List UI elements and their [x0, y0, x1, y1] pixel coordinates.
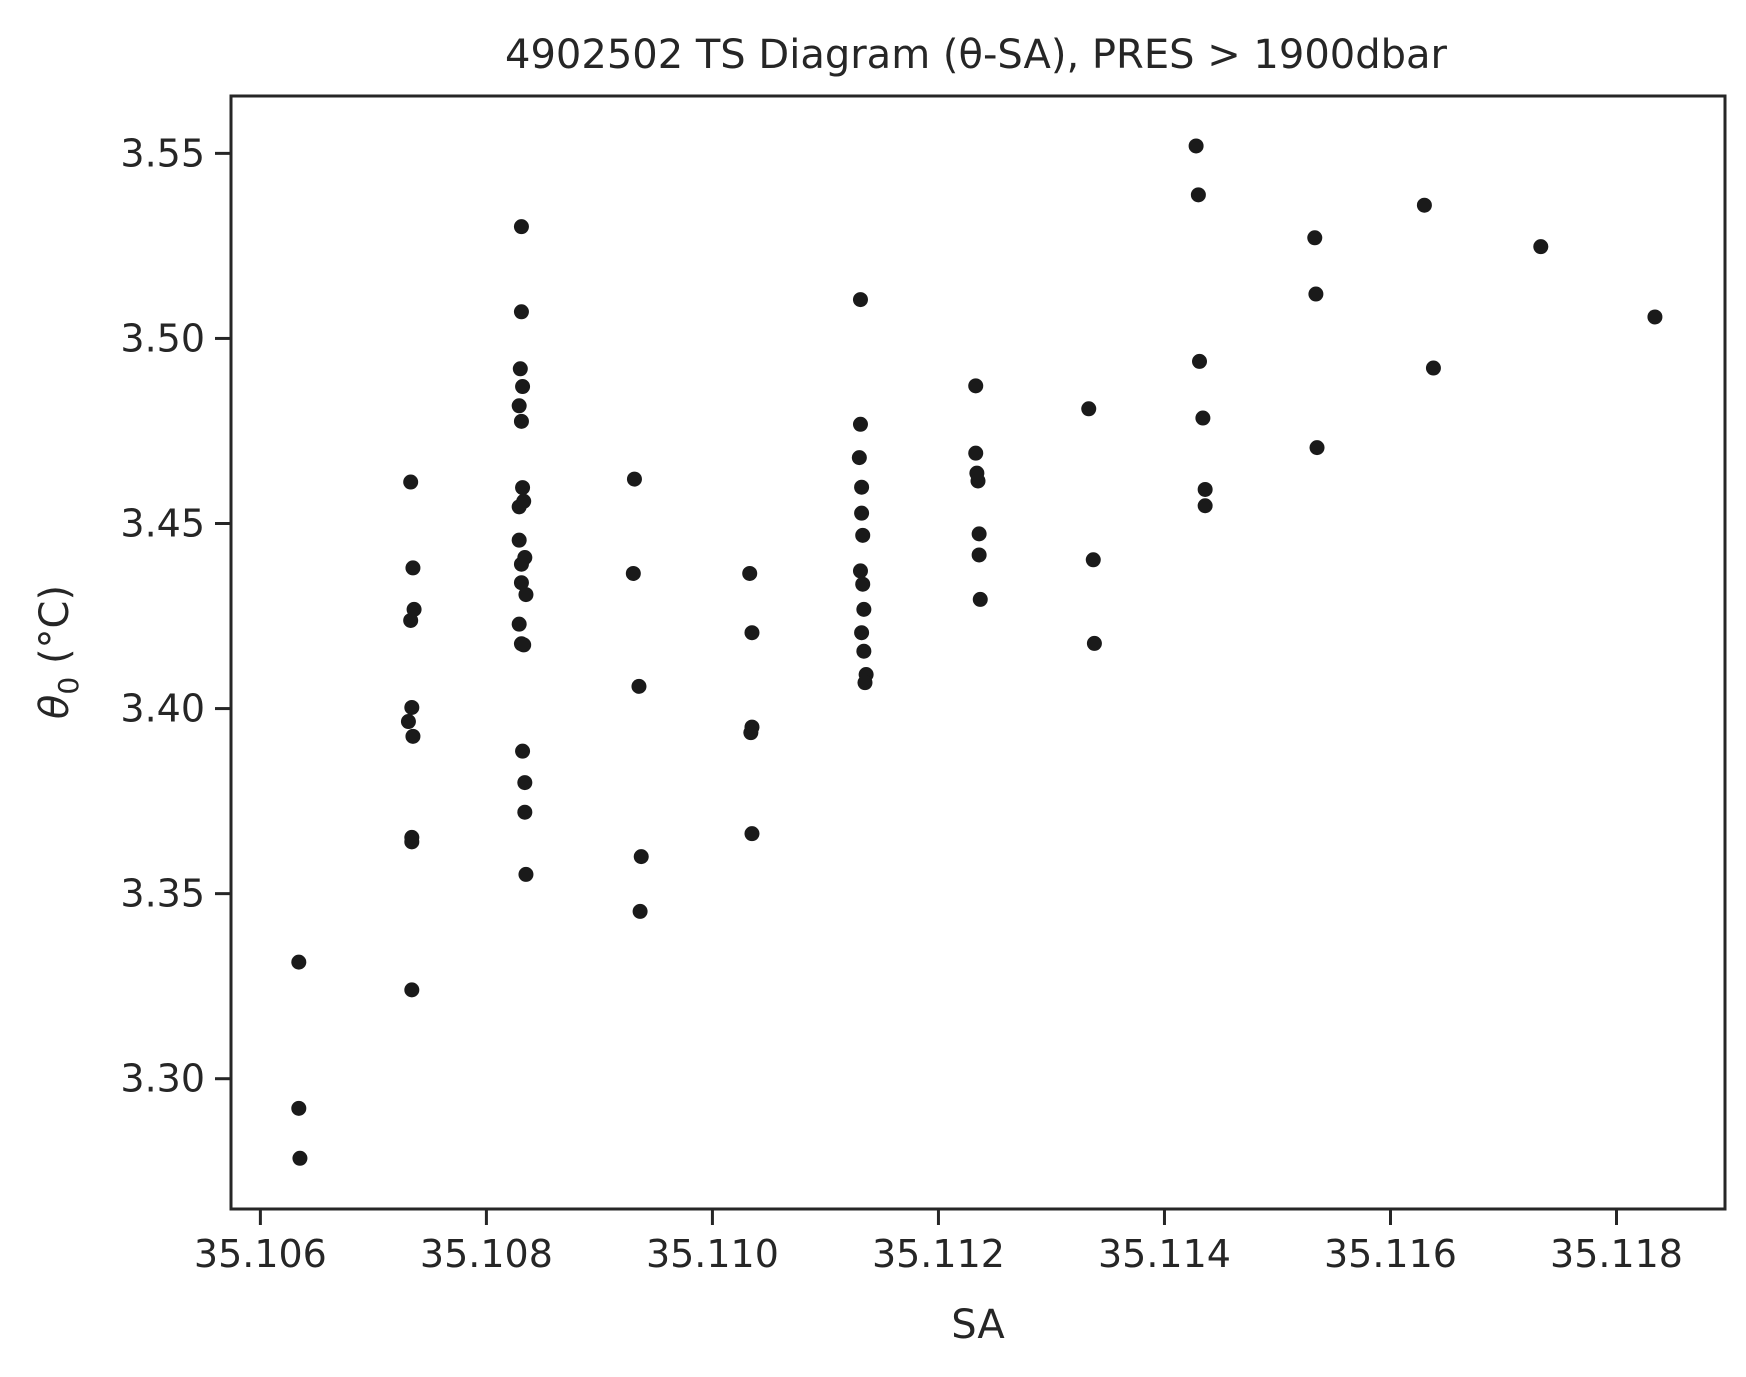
y-axis-label-unit: (°C)	[32, 585, 78, 677]
x-tick-label: 35.106	[194, 1232, 327, 1276]
data-point	[292, 1150, 308, 1166]
data-point	[971, 526, 987, 542]
data-point	[854, 625, 870, 641]
x-tick-label: 35.116	[1324, 1232, 1457, 1276]
data-point	[403, 612, 419, 628]
chart-title: 4902502 TS Diagram (θ-SA), PRES > 1900db…	[505, 32, 1448, 78]
data-point	[856, 643, 872, 659]
data-point	[511, 499, 527, 515]
y-axis-label-symbol: θ	[32, 695, 78, 719]
data-point	[1307, 230, 1323, 246]
data-point	[513, 413, 529, 429]
data-point	[852, 563, 868, 579]
data-point	[400, 714, 416, 730]
data-point	[404, 699, 420, 715]
y-tick-label: 3.40	[120, 687, 205, 731]
plot-frame	[229, 94, 1727, 1211]
data-point	[405, 728, 421, 744]
data-point	[518, 866, 534, 882]
data-point	[744, 625, 760, 641]
data-point	[972, 591, 988, 607]
x-tick-label: 35.114	[1098, 1232, 1231, 1276]
data-point	[1086, 635, 1102, 651]
data-point	[633, 849, 649, 865]
data-point	[517, 804, 533, 820]
y-tick-label: 3.55	[120, 131, 205, 175]
data-point	[625, 565, 641, 581]
data-point	[852, 292, 868, 308]
data-point	[513, 575, 529, 591]
data-point	[1081, 401, 1097, 417]
data-point	[405, 560, 421, 576]
data-point	[1195, 410, 1211, 426]
data-point	[1533, 239, 1549, 255]
data-point	[626, 471, 642, 487]
data-point	[1197, 498, 1213, 514]
data-point	[515, 743, 531, 759]
y-tick-label: 3.30	[120, 1057, 205, 1101]
data-point	[516, 637, 532, 653]
data-point	[1197, 481, 1213, 497]
data-point	[511, 616, 527, 632]
data-point	[854, 505, 870, 521]
data-point	[515, 480, 531, 496]
data-points	[291, 138, 1663, 1166]
data-point	[1647, 309, 1663, 325]
data-point	[291, 954, 307, 970]
x-axis-label: SA	[951, 1302, 1005, 1348]
data-point	[855, 576, 871, 592]
data-point	[857, 675, 873, 691]
data-point	[1085, 552, 1101, 568]
data-point	[856, 601, 872, 617]
data-point	[513, 304, 529, 320]
data-point	[855, 527, 871, 543]
data-point	[513, 219, 529, 235]
data-point	[1309, 440, 1325, 456]
data-point	[971, 547, 987, 563]
data-point	[511, 398, 527, 414]
data-point	[513, 556, 529, 572]
data-point	[1425, 360, 1441, 376]
data-point	[970, 473, 986, 489]
y-axis-label-subscript: 0	[52, 677, 85, 695]
data-point	[1192, 353, 1208, 369]
data-point	[742, 565, 758, 581]
data-point	[968, 445, 984, 461]
data-point	[744, 826, 760, 842]
data-point	[404, 982, 420, 998]
y-tick-label: 3.35	[120, 872, 205, 916]
data-point	[1188, 138, 1204, 154]
y-tick-label: 3.50	[120, 316, 205, 360]
data-point	[291, 1100, 307, 1116]
x-tick-label: 35.112	[872, 1232, 1005, 1276]
data-point	[851, 450, 867, 466]
data-point	[404, 834, 420, 850]
data-point	[852, 416, 868, 432]
data-point	[517, 775, 533, 791]
data-point	[1190, 187, 1206, 203]
data-point	[854, 479, 870, 495]
y-axis-label: θ0 (°C)	[32, 585, 85, 719]
data-point	[1416, 197, 1432, 213]
data-point	[1308, 286, 1324, 302]
data-point	[632, 903, 648, 919]
x-axis-ticks: 35.106 35.108 35.110 35.112 35.114 35.116 35.1…	[194, 1209, 1683, 1276]
data-point	[512, 361, 528, 377]
data-point	[968, 378, 984, 394]
data-point	[511, 532, 527, 548]
data-point	[403, 474, 419, 490]
y-tick-label: 3.45	[120, 502, 205, 546]
y-axis-ticks: 3.30 3.35 3.40 3.45 3.50 3.55	[120, 131, 231, 1101]
x-tick-label: 35.110	[646, 1232, 779, 1276]
data-point	[515, 379, 531, 395]
data-point	[518, 587, 534, 603]
data-point	[631, 678, 647, 694]
x-tick-label: 35.118	[1550, 1232, 1683, 1276]
data-point	[743, 725, 759, 741]
x-tick-label: 35.108	[420, 1232, 553, 1276]
